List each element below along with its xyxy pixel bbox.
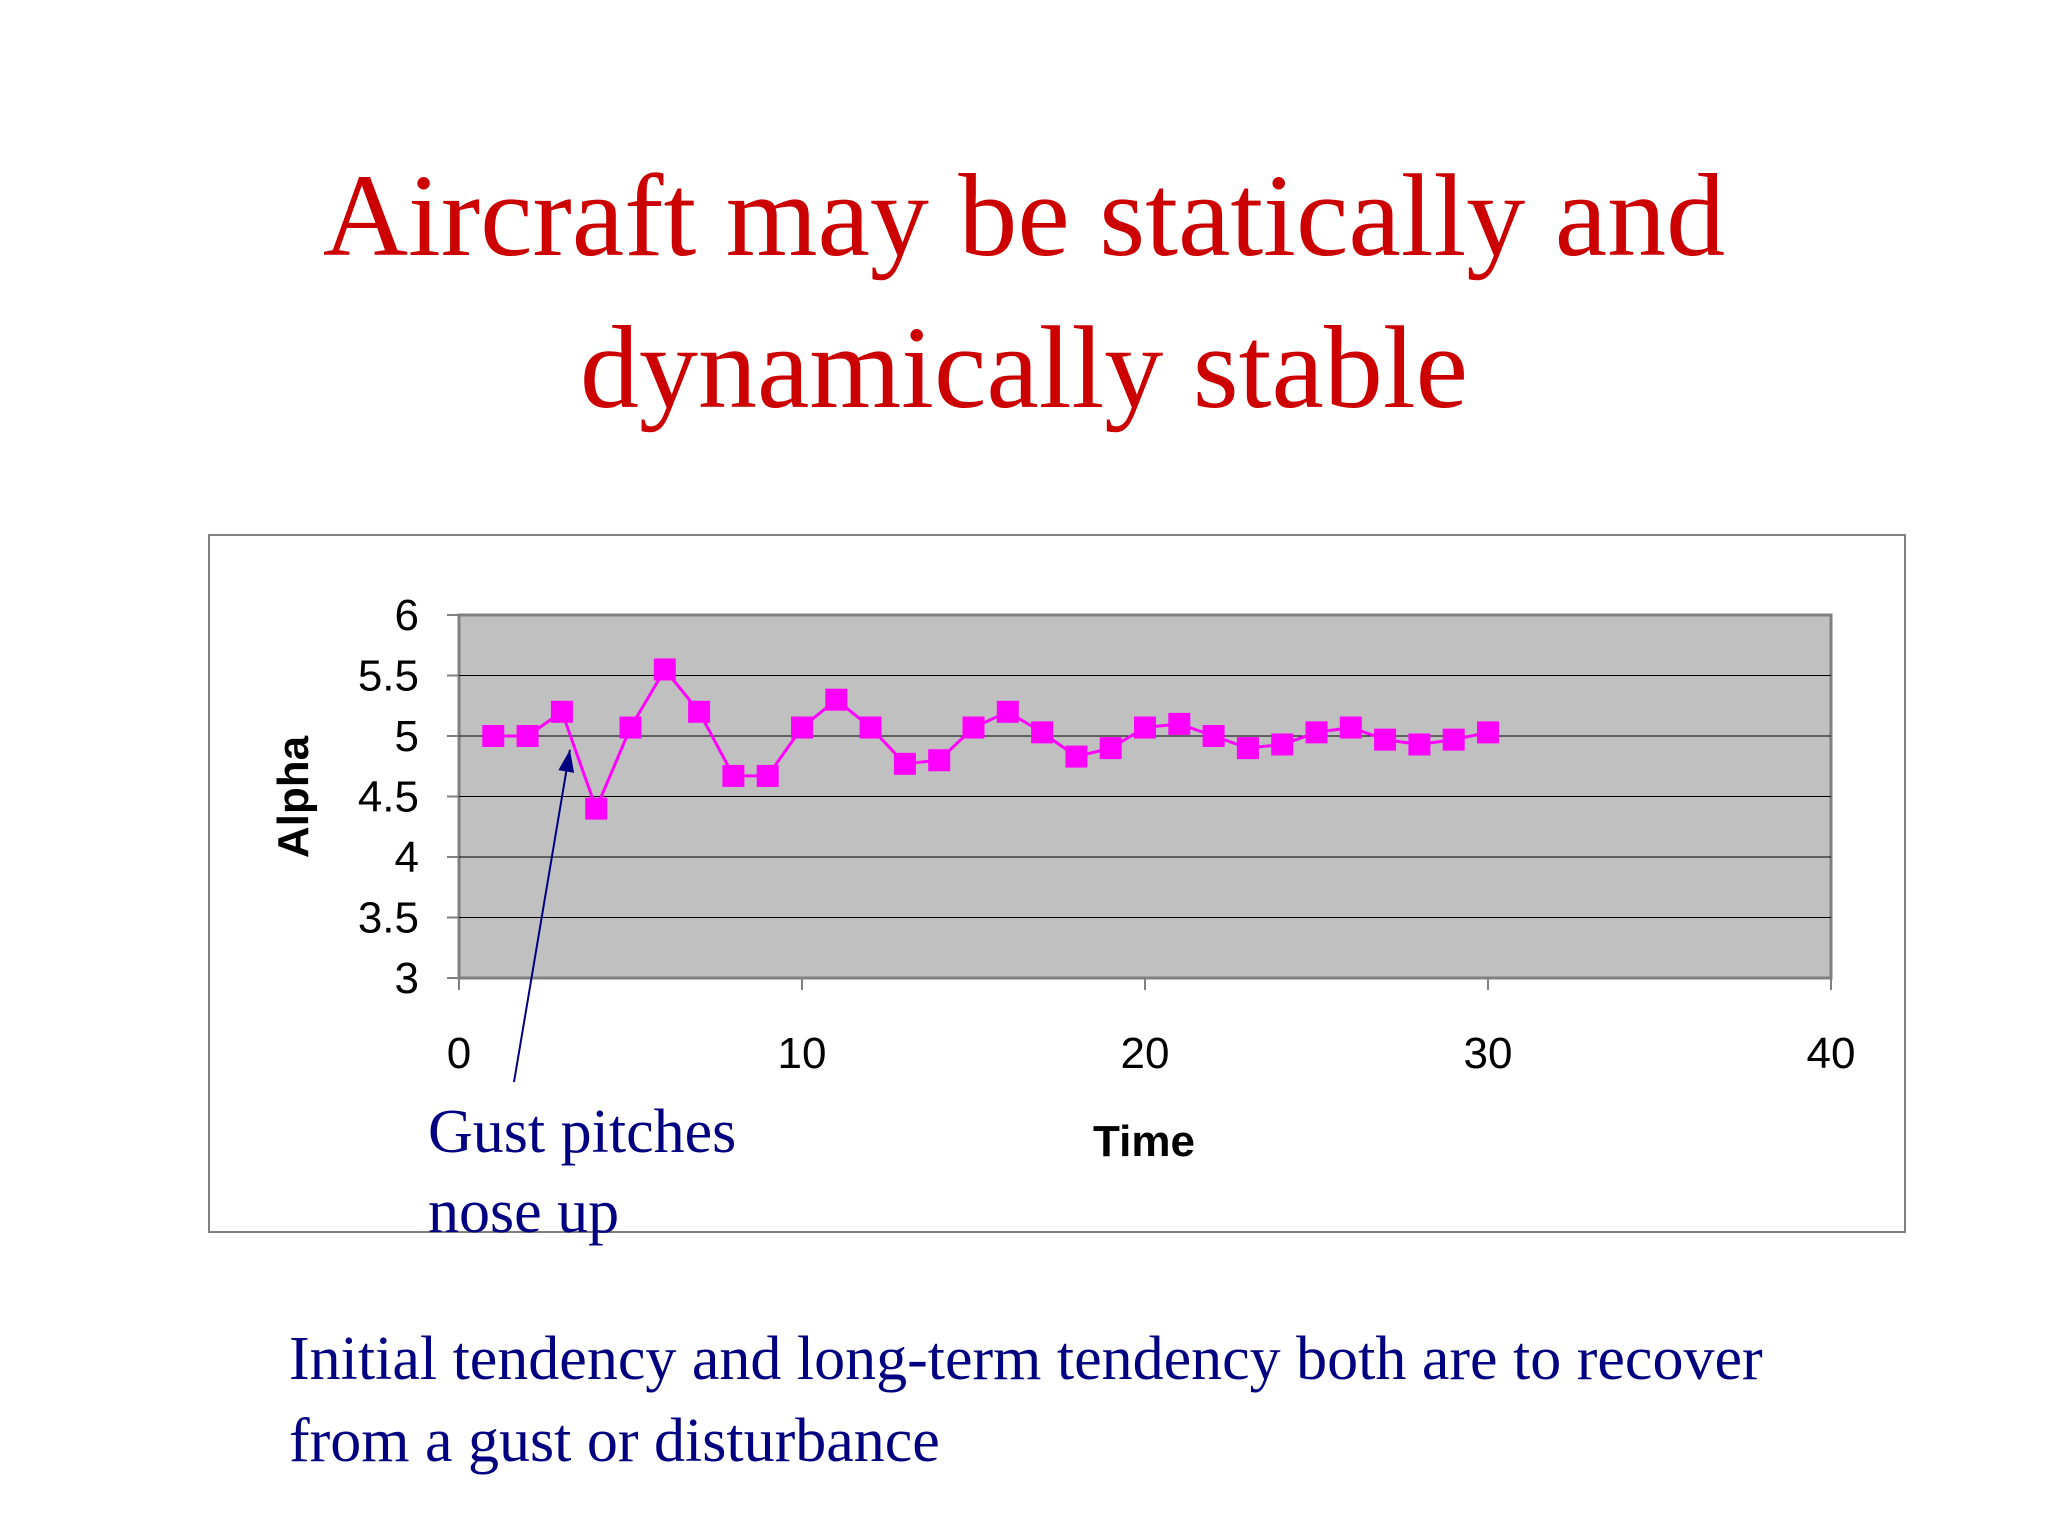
y-tick-label: 3 — [395, 954, 419, 1003]
data-point — [619, 716, 642, 739]
axes — [447, 614, 1832, 990]
data-point — [516, 725, 539, 747]
x-tick-label: 0 — [447, 1029, 471, 1078]
data-point — [1339, 716, 1362, 739]
data-point — [1442, 728, 1465, 751]
data-point — [962, 716, 985, 739]
y-tick-label: 5 — [395, 712, 419, 761]
alpha-series-markers — [482, 658, 1499, 820]
data-point — [1134, 716, 1156, 739]
data-point — [928, 749, 951, 772]
data-point — [756, 764, 779, 787]
data-point — [825, 688, 848, 711]
data-point — [859, 716, 882, 739]
data-point — [688, 700, 711, 723]
x-tick-label: 20 — [1121, 1029, 1170, 1078]
data-point — [1065, 745, 1088, 768]
annotation-arrowhead — [558, 749, 575, 773]
y-tick-label: 3.5 — [358, 894, 419, 943]
slide-caption: Initial tendency and long-term tendency … — [289, 1318, 2029, 1482]
data-point — [1271, 733, 1294, 756]
data-point — [1477, 721, 1499, 744]
slide-title-line-1: Aircraft may be statically and — [322, 150, 1726, 281]
x-tick-labels: 0 10 20 30 40 — [447, 1029, 1856, 1078]
data-point — [1408, 733, 1431, 756]
data-point — [1168, 712, 1191, 735]
data-point — [1099, 737, 1122, 760]
data-point — [893, 752, 916, 775]
y-tick-label: 5.5 — [358, 652, 419, 701]
data-point — [482, 725, 505, 747]
x-tick-label: 10 — [778, 1029, 827, 1078]
data-point — [1031, 721, 1054, 744]
y-tick-label: 4 — [395, 833, 419, 882]
y-axis-label: Alpha — [269, 735, 318, 858]
data-point — [550, 700, 573, 723]
slide-title-line-2: dynamically stable — [580, 302, 1468, 433]
data-point — [1305, 721, 1328, 744]
data-point — [1374, 728, 1397, 751]
data-point — [722, 764, 745, 787]
slide-caption-line-1: Initial tendency and long-term tendency … — [289, 1325, 1763, 1393]
data-point — [585, 797, 608, 820]
data-point — [653, 658, 676, 681]
annotation-arrow — [513, 749, 571, 1083]
data-point — [1236, 737, 1259, 760]
data-point — [791, 716, 813, 739]
gust-annotation: Gust pitches nose up — [428, 1092, 736, 1252]
y-tick-label: 6 — [395, 591, 419, 640]
slide-title: Aircraft may be statically and dynamical… — [0, 140, 2048, 444]
gust-annotation-line-2: nose up — [428, 1178, 620, 1246]
x-tick-label: 40 — [1807, 1029, 1856, 1078]
y-tick-label: 4.5 — [358, 773, 419, 822]
x-tick-label: 30 — [1464, 1029, 1513, 1078]
slide-caption-line-2: from a gust or disturbance — [289, 1407, 940, 1475]
y-tick-labels: 3 3.5 4 4.5 5 5.5 6 — [358, 591, 419, 1003]
data-point — [996, 700, 1019, 723]
x-axis-label: Time — [1093, 1117, 1195, 1166]
gust-annotation-line-1: Gust pitches — [428, 1098, 737, 1166]
data-point — [1202, 725, 1225, 747]
